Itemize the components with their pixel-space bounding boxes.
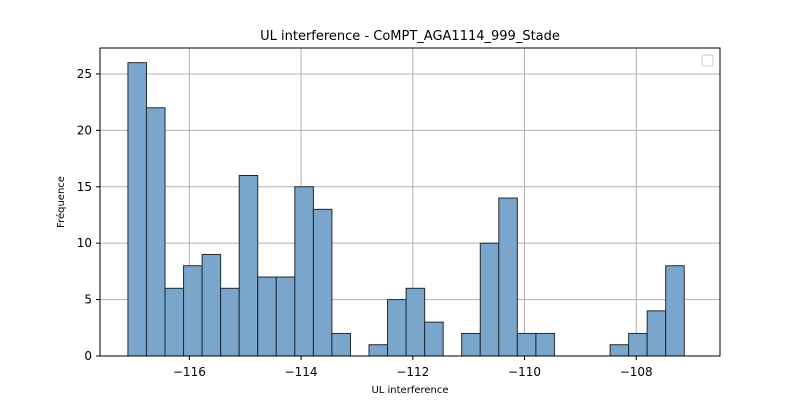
histogram-bar <box>387 299 407 357</box>
y-tick-label: 0 <box>84 349 92 363</box>
y-tick-label: 15 <box>77 180 92 194</box>
y-axis-label: Fréquence <box>55 176 67 228</box>
x-tick-label: −112 <box>396 365 429 379</box>
y-tick-label: 25 <box>77 67 92 81</box>
y-tick-label: 10 <box>77 236 92 250</box>
histogram-bar <box>145 107 166 357</box>
x-axis-label: UL interference <box>371 385 448 396</box>
histogram-bars <box>127 62 685 357</box>
histogram-bar <box>331 332 351 357</box>
histogram-bar <box>368 344 389 357</box>
histogram-bar <box>461 332 481 357</box>
histogram-bar <box>220 287 240 357</box>
y-tick-label: 20 <box>77 123 92 137</box>
histogram-bar <box>498 197 518 357</box>
x-tick-label: −108 <box>620 365 653 379</box>
histogram-bar <box>201 253 222 357</box>
histogram-bar <box>479 242 500 357</box>
histogram-bar <box>609 344 630 357</box>
histogram-bar <box>405 287 426 357</box>
histogram-bar <box>238 174 259 357</box>
x-tick-label: −114 <box>285 365 318 379</box>
plot-frame <box>99 47 721 357</box>
legend-box <box>701 54 714 67</box>
histogram-bar <box>127 62 147 357</box>
histogram-bar <box>294 186 314 357</box>
y-tick-label: 5 <box>84 293 92 307</box>
histogram-bar <box>535 332 555 357</box>
histogram-bar <box>257 276 277 357</box>
histogram-bar <box>275 276 296 357</box>
histogram-bar <box>646 310 667 357</box>
chart-title: UL interference - CoMPT_AGA1114_999_Stad… <box>260 29 560 44</box>
x-tick-label: −110 <box>508 365 541 379</box>
histogram-bar <box>665 265 685 357</box>
x-tick-label: −116 <box>173 365 206 379</box>
histogram-bar <box>164 287 185 357</box>
histogram-bar <box>183 265 203 357</box>
histogram-bar <box>312 208 333 357</box>
axis-ticks: −116 −114 −112 −110 −108 0 5 10 15 20 25 <box>77 67 653 379</box>
histogram-bar <box>628 332 648 357</box>
histogram-bar <box>516 332 537 357</box>
histogram-bar <box>424 321 444 357</box>
